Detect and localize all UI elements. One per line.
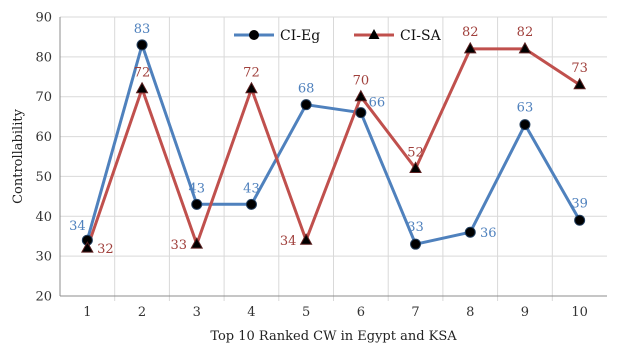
x-tick-4: 4 (247, 305, 255, 320)
series-line-CI-SA (85, 47, 581, 249)
point-CI-SA-4 (245, 81, 258, 94)
data-label-CI-SA-3: 33 (170, 238, 187, 253)
x-tick-1: 1 (83, 305, 91, 320)
data-label-CI-Eg-5: 68 (298, 82, 315, 97)
point-CI-Eg-3 (191, 198, 203, 210)
point-CI-Eg-10 (574, 214, 586, 226)
y-tick-90: 90 (35, 11, 52, 26)
x-tick-7: 7 (411, 305, 419, 320)
data-label-CI-Eg-4: 43 (243, 181, 260, 196)
series-line-CI-Eg (85, 43, 581, 246)
point-CI-SA-2 (135, 81, 149, 94)
y-tick-40: 40 (35, 210, 52, 225)
data-label-CI-SA-4: 72 (243, 66, 260, 81)
legend: CI-Eg CI-SA (234, 28, 442, 44)
data-label-CI-Eg-10: 39 (571, 196, 588, 211)
legend-label-CI-Eg: CI-Eg (280, 28, 320, 44)
y-tick-50: 50 (35, 170, 52, 185)
point-CI-SA-5 (299, 233, 313, 245)
data-label-CI-SA-6: 70 (353, 74, 370, 89)
y-tick-80: 80 (35, 50, 52, 65)
point-CI-Eg-6 (355, 107, 367, 119)
data-label-CI-Eg-6: 66 (369, 96, 386, 111)
data-label-CI-Eg-2: 83 (134, 22, 151, 37)
y-tick-70: 70 (35, 90, 52, 105)
x-category-dividers (114, 17, 553, 301)
point-CI-Eg-2 (136, 39, 148, 51)
y-tick-60: 60 (35, 130, 52, 145)
point-CI-Eg-7 (410, 238, 422, 250)
point-CI-Eg-4 (245, 198, 257, 210)
y-tick-20: 20 (35, 290, 52, 305)
data-label-CI-Eg-8: 36 (480, 226, 497, 241)
y-tick-30: 30 (35, 250, 52, 265)
axes (59, 17, 607, 297)
data-label-CI-SA-5: 34 (280, 234, 297, 249)
data-label-CI-SA-8: 82 (462, 25, 479, 40)
x-tick-labels: 1 2 3 4 5 6 7 8 9 10 (83, 305, 588, 320)
point-CI-Eg-9 (519, 119, 531, 131)
point-CI-SA-8 (463, 41, 477, 54)
x-tick-10: 10 (571, 305, 588, 320)
y-axis-title: Controllability (11, 108, 26, 203)
data-label-CI-SA-9: 82 (517, 25, 534, 40)
x-tick-8: 8 (466, 305, 474, 320)
x-axis-title: Top 10 Ranked CW in Egypt and KSA (210, 329, 457, 344)
x-tick-3: 3 (193, 305, 201, 320)
legend-label-CI-SA: CI-SA (400, 28, 442, 44)
point-CI-SA-9 (518, 41, 532, 54)
legend-marker-CI-Eg (249, 30, 259, 40)
legend-marker-CI-SA (368, 29, 380, 39)
point-CI-SA-1 (81, 241, 94, 253)
data-label-CI-Eg-3: 43 (188, 181, 205, 196)
point-CI-SA-6 (354, 89, 368, 102)
x-tick-5: 5 (302, 305, 310, 320)
point-CI-Eg-5 (300, 99, 312, 111)
point-CI-SA-7 (409, 161, 422, 173)
point-CI-SA-3 (190, 237, 204, 249)
point-CI-SA-10 (573, 77, 586, 90)
data-label-CI-SA-2: 72 (134, 66, 151, 81)
data-label-CI-Eg-7: 33 (407, 220, 424, 235)
data-labels: 34 83 43 43 68 66 33 36 63 39 32 72 33 72 34 70 52 82 82 73 (69, 22, 588, 257)
data-label-CI-Eg-1: 34 (69, 219, 86, 234)
y-tick-labels: 20 30 40 50 60 70 80 90 (35, 11, 52, 305)
x-tick-6: 6 (357, 305, 365, 320)
data-label-CI-SA-10: 73 (571, 61, 588, 76)
point-CI-Eg-8 (464, 226, 476, 238)
series-group (81, 39, 586, 253)
data-label-CI-SA-7: 52 (407, 145, 424, 160)
data-label-CI-Eg-9: 63 (517, 101, 534, 116)
data-label-CI-SA-1: 32 (97, 242, 114, 257)
x-tick-2: 2 (138, 305, 146, 320)
x-tick-9: 9 (521, 305, 529, 320)
